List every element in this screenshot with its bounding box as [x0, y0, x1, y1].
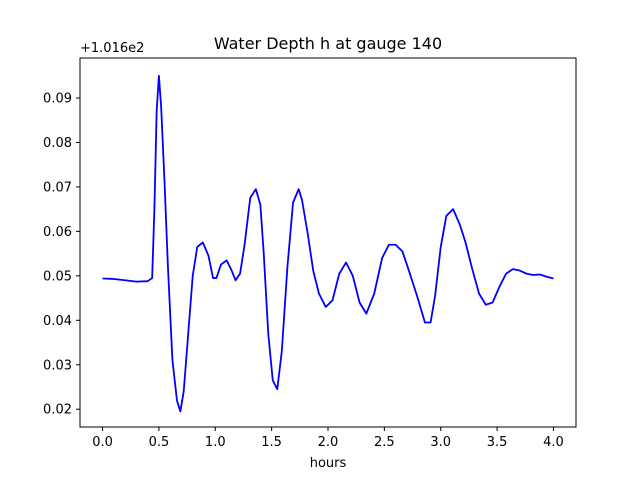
y-offset-label: +1.016e2: [80, 41, 144, 56]
y-tick-label: 0.07: [43, 180, 72, 195]
y-tick-label: 0.06: [43, 225, 72, 240]
x-tick-label: 1.5: [261, 435, 282, 450]
chart-title: Water Depth h at gauge 140: [214, 34, 442, 53]
series-line-0: [102, 74, 554, 413]
plot-area: 0.0 0.5 1.0 1.5 2.0 2.5 3.0 3.5 4.0 0.02 0.03 0.04 0…: [43, 57, 577, 450]
y-tick-label: 0.05: [43, 269, 72, 284]
x-axis-label: hours: [310, 456, 347, 471]
x-tick-label: 3.5: [487, 435, 508, 450]
y-tick-label: 0.08: [43, 136, 72, 151]
y-tick-label: 0.09: [43, 92, 72, 107]
x-tick-label: 0.0: [92, 435, 113, 450]
y-tick-label: 0.04: [43, 314, 72, 329]
y-tick-label: 0.03: [43, 358, 72, 373]
x-tick-label: 4.0: [543, 435, 564, 450]
y-tick-label: 0.02: [43, 403, 72, 418]
x-tick-label: 1.0: [205, 435, 226, 450]
x-tick-label: 0.5: [149, 435, 170, 450]
x-tick-label: 2.0: [318, 435, 339, 450]
x-tick-label: 2.5: [374, 435, 395, 450]
x-tick-label: 3.0: [430, 435, 451, 450]
